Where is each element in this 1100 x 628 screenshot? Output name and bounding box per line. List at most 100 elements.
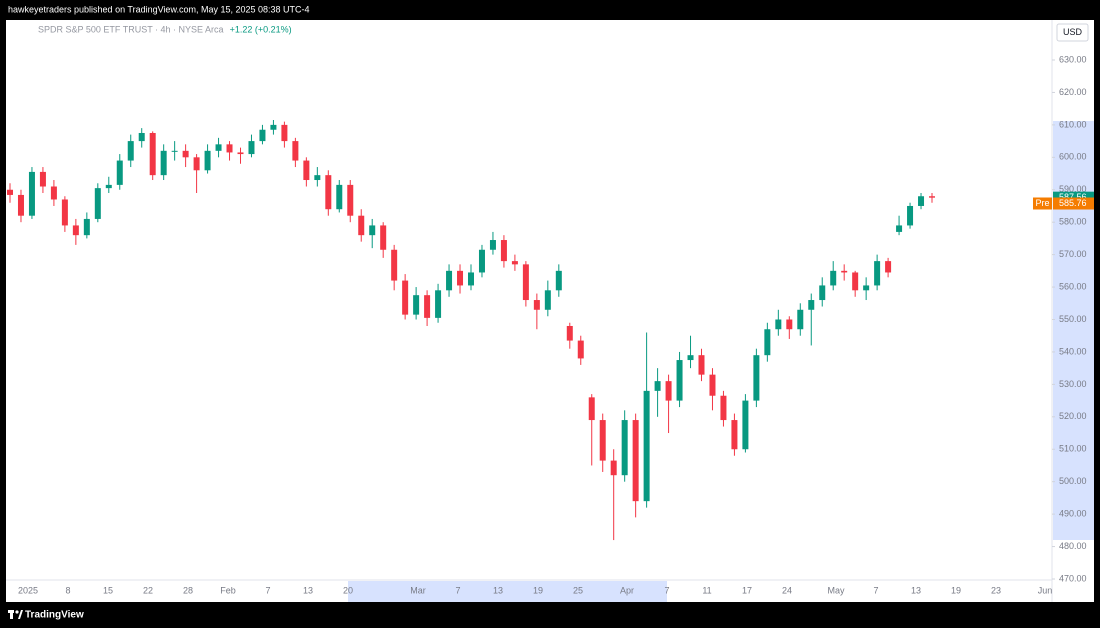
candle (577, 335, 584, 365)
candle (380, 222, 387, 258)
candle-body (182, 150, 189, 158)
candle (709, 368, 716, 411)
y-tick-label: 480.00 (1059, 541, 1087, 551)
logo-part (10, 610, 13, 619)
candle (39, 167, 46, 193)
currency-box[interactable] (1056, 23, 1089, 42)
candle-body (676, 360, 683, 401)
candle-body (907, 205, 914, 226)
candle-body (478, 249, 485, 273)
candle-body (325, 175, 332, 210)
candle (391, 244, 398, 291)
candle-body (468, 272, 474, 286)
candle (764, 322, 771, 362)
candle-body (402, 280, 409, 315)
candle (215, 137, 222, 158)
logo-part (15, 610, 19, 614)
candle (929, 192, 935, 203)
candle (874, 254, 881, 291)
candle-body (489, 240, 496, 250)
candle-body (259, 129, 266, 142)
candle (160, 144, 167, 181)
x-tick-label: 7 (873, 585, 878, 595)
candle-body (797, 309, 804, 330)
y-tick-label: 530.00 (1059, 379, 1087, 389)
candle (83, 212, 90, 239)
candle-body (885, 261, 892, 273)
x-tick-label: 13 (493, 585, 503, 595)
candle (863, 277, 870, 301)
candle (885, 257, 892, 278)
x-tick-label: 22 (143, 585, 153, 595)
candle (116, 154, 123, 190)
candle (424, 290, 431, 326)
candle (775, 309, 782, 336)
candle (907, 202, 914, 229)
candle-body (424, 295, 431, 318)
candle (478, 244, 485, 278)
candle-body (621, 420, 628, 476)
candle (358, 209, 365, 242)
candle-body (215, 144, 222, 151)
x-tick-label: 7 (265, 585, 270, 595)
x-tick-label: Jun (1038, 585, 1053, 595)
candle (643, 332, 650, 508)
candle-body (841, 270, 848, 273)
candle (632, 413, 639, 518)
time-range-highlight (348, 581, 667, 602)
candle (808, 293, 815, 346)
candle (720, 390, 727, 427)
publisher-line: hawkeyetraders published on TradingView.… (8, 4, 310, 14)
candle (7, 183, 13, 203)
x-tick-label: 13 (303, 585, 313, 595)
pre-market-box (1053, 197, 1094, 210)
candle (566, 322, 573, 349)
candle-body (643, 390, 650, 502)
candle-body (929, 196, 935, 198)
footer-brand: TradingView (25, 610, 84, 621)
x-tick-label: 24 (782, 585, 792, 595)
candle (841, 264, 848, 281)
candle-body (566, 325, 573, 341)
candle (533, 293, 540, 330)
candle (28, 167, 35, 219)
candle (599, 413, 606, 472)
candle-body (72, 225, 79, 236)
candle-body (742, 400, 749, 450)
candle (149, 131, 156, 181)
candle-body (83, 218, 90, 236)
candle (830, 261, 837, 291)
x-tick-label: Apr (620, 585, 634, 595)
candle-body (588, 397, 595, 421)
candle-body (874, 261, 881, 286)
candle-body (654, 381, 661, 391)
x-tick-label: 2025 (18, 585, 38, 595)
candle (753, 348, 760, 408)
last-price-label: 587.56 (1059, 192, 1087, 202)
y-tick-label: 580.00 (1059, 217, 1087, 227)
currency[interactable]: USD (1063, 27, 1083, 37)
x-tick-label: 7 (664, 585, 669, 595)
candle-body (775, 319, 782, 330)
candle (325, 170, 332, 216)
candle-body (720, 395, 727, 421)
candle-body (380, 225, 387, 250)
y-tick-label: 490.00 (1059, 509, 1087, 519)
candle (204, 144, 211, 174)
candle (468, 264, 474, 291)
x-tick-label: 13 (911, 585, 921, 595)
candle (248, 134, 255, 158)
y-tick-label: 590.00 (1059, 184, 1087, 194)
candle-body (665, 381, 672, 401)
candle-body (226, 144, 233, 153)
candle (182, 144, 189, 168)
candle (105, 176, 112, 193)
x-tick-label: Mar (410, 585, 426, 595)
candle-body (764, 329, 771, 356)
candle (665, 374, 672, 434)
candle-body (171, 150, 178, 152)
candle-body (709, 374, 716, 396)
candle-body (347, 184, 354, 216)
candle-body (863, 285, 870, 291)
